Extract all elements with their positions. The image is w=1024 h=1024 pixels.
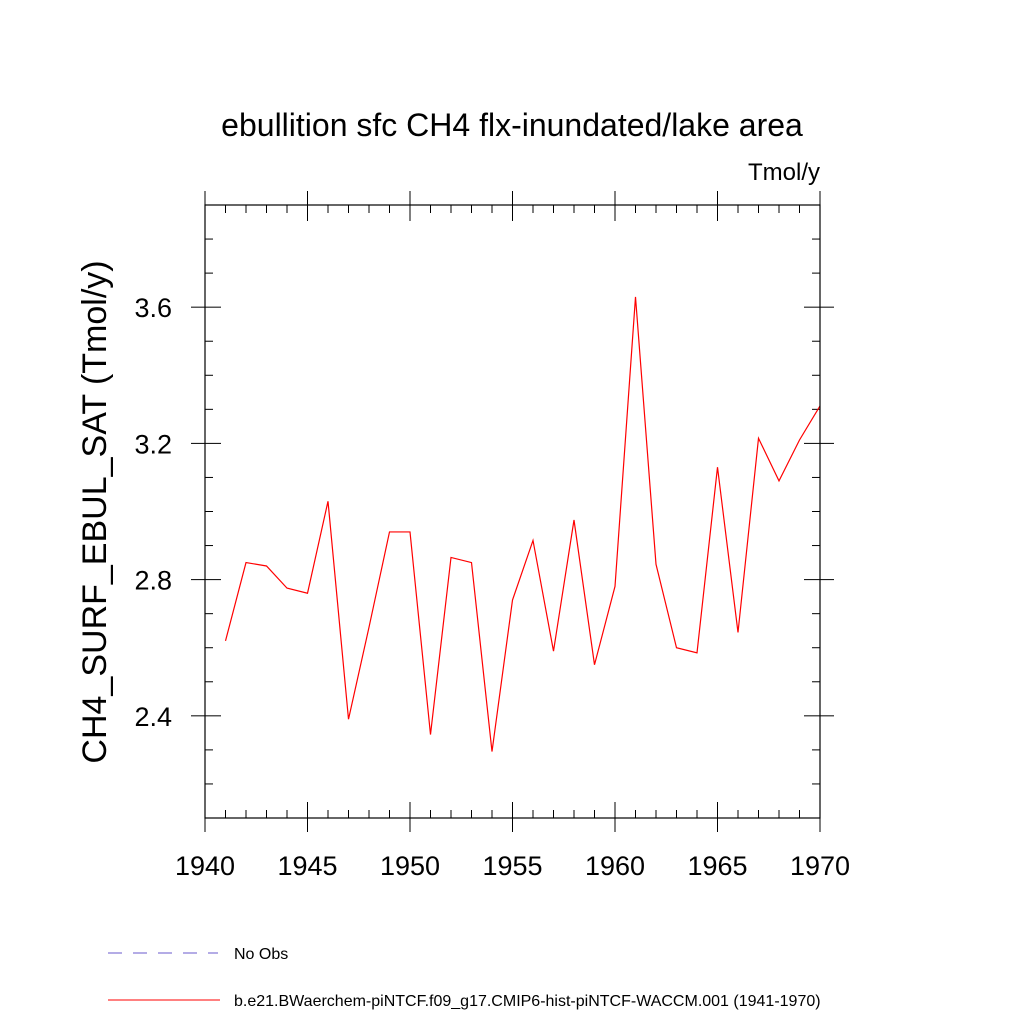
- plot-frame: [204, 204, 821, 819]
- series-lines: [224, 296, 821, 752]
- x-tick-label: 1955: [482, 851, 542, 881]
- x-tick-label: 1960: [585, 851, 645, 881]
- axis-ticks: [191, 191, 834, 832]
- tick-labels: 1940 1945 1950 1955 1960 1965 1970 2.4 2.8 3.2 3.6: [134, 293, 850, 881]
- units-label: Tmol/y: [748, 159, 820, 186]
- chart-title: ebullition sfc CH4 flx-inundated/lake ar…: [221, 107, 803, 143]
- x-tick-label: 1970: [790, 851, 850, 881]
- series-line: [224, 296, 821, 752]
- y-tick-label: 2.8: [134, 566, 172, 596]
- legend-no-obs-label: No Obs: [234, 946, 288, 963]
- legend-model-label: b.e21.BWaerchem-piNTCF.f09_g17.CMIP6-his…: [234, 993, 821, 1010]
- x-tick-label: 1940: [175, 851, 235, 881]
- y-tick-label: 3.2: [134, 429, 172, 459]
- x-tick-label: 1945: [277, 851, 337, 881]
- y-axis-label: CH4_SURF_EBUL_SAT (Tmol/y): [76, 260, 114, 763]
- x-tick-label: 1950: [380, 851, 440, 881]
- x-tick-label: 1965: [687, 851, 747, 881]
- y-tick-label: 3.6: [134, 293, 172, 323]
- y-tick-label: 2.4: [134, 702, 172, 732]
- legend: No Obs b.e21.BWaerchem-piNTCF.f09_g17.CM…: [108, 946, 821, 1010]
